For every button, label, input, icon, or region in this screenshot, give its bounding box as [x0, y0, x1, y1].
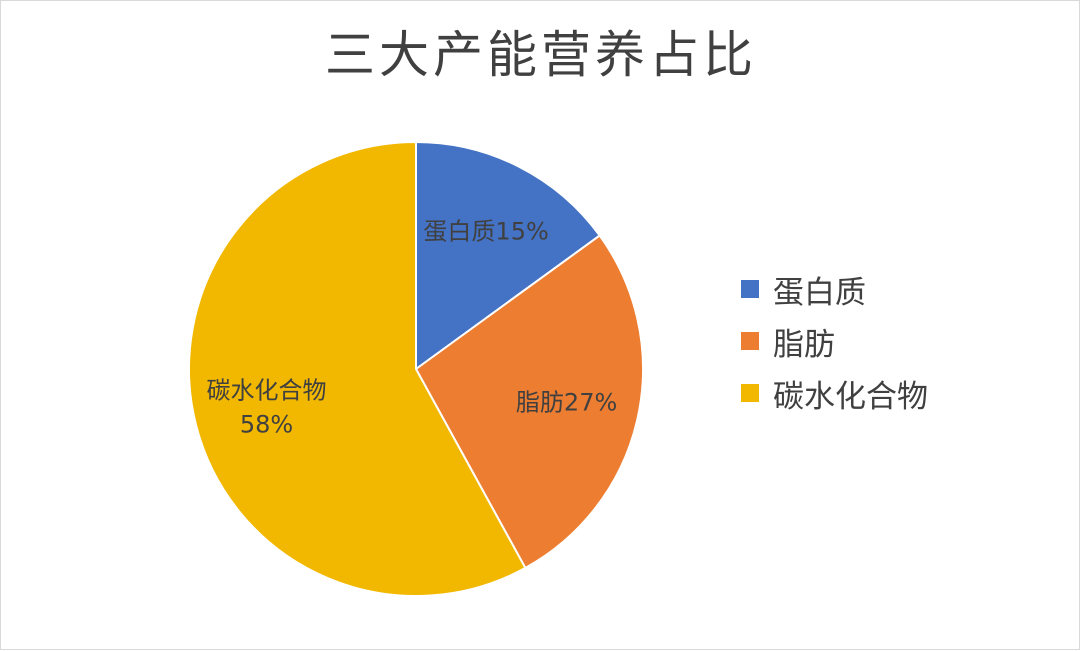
data-label-carbohydrate: 碳水化合物 58%	[207, 376, 327, 438]
data-label-fat-line: 脂肪27%	[516, 389, 617, 417]
legend-item-protein: 蛋白质	[741, 263, 928, 315]
data-label-carbohydrate-line: 碳水化合物	[207, 376, 327, 404]
legend-label-fat: 脂肪	[773, 326, 835, 363]
data-label-fat: 脂肪27%	[516, 389, 617, 417]
chart-title: 三大产能营养占比	[325, 26, 757, 84]
pie-slice-fat	[414, 234, 644, 570]
pie-slice-protein	[415, 140, 602, 371]
data-label-carbohydrate-line: 58%	[240, 410, 293, 438]
legend-item-carbohydrate: 碳水化合物	[741, 367, 928, 419]
legend-item-fat: 脂肪	[741, 315, 928, 367]
data-label-protein-line: 蛋白质15%	[423, 218, 548, 246]
pie-slice-carbohydrate	[188, 140, 527, 597]
legend-swatch-protein	[741, 280, 759, 298]
data-label-protein: 蛋白质15%	[423, 218, 548, 246]
legend-label-carbohydrate: 碳水化合物	[773, 378, 928, 415]
legend-swatch-fat	[741, 332, 759, 350]
legend-swatch-carbohydrate	[741, 384, 759, 402]
legend: 蛋白质脂肪碳水化合物	[741, 263, 928, 419]
legend-label-protein: 蛋白质	[773, 274, 866, 311]
